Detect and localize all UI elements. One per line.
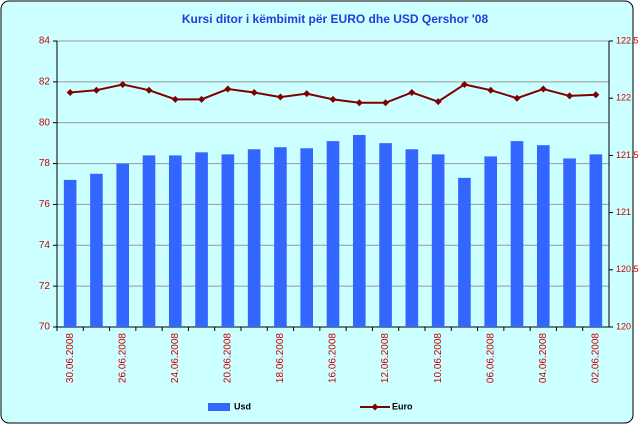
marker [171, 95, 179, 103]
bar [405, 149, 419, 327]
bar [63, 179, 77, 327]
marker [434, 98, 442, 106]
bar [536, 145, 550, 327]
x-tick-label: 02.06.2008 [590, 333, 601, 383]
y2-tick-label: 122 [616, 93, 631, 103]
marker [460, 80, 468, 88]
x-tick-label: 12.06.2008 [380, 333, 391, 383]
bar [247, 149, 261, 327]
x-tick-label: 10.06.2008 [433, 333, 444, 383]
bar [563, 158, 576, 327]
x-tick-label: 16.06.2008 [328, 333, 339, 383]
marker [276, 93, 284, 101]
bar [116, 163, 130, 327]
marker [250, 88, 258, 96]
legend-label: Usd [234, 401, 251, 411]
y2-tick-label: 122.5 [616, 35, 639, 45]
y-tick-label: 78 [39, 158, 51, 169]
legend-swatch [208, 403, 230, 411]
marker [66, 88, 74, 96]
y-tick-label: 76 [39, 199, 51, 210]
bar [431, 154, 445, 327]
bar [274, 147, 287, 327]
marker [566, 92, 574, 100]
y-tick-label: 84 [39, 36, 51, 47]
x-tick-label: 06.06.2008 [485, 333, 496, 383]
bar [326, 141, 340, 327]
bar [484, 156, 498, 327]
marker [408, 88, 416, 96]
y-tick-label: 80 [39, 117, 51, 128]
marker [382, 99, 390, 107]
y-tick-label: 72 [39, 281, 51, 292]
x-tick-label: 24.06.2008 [170, 333, 181, 383]
marker [329, 95, 337, 103]
bar [168, 155, 182, 327]
legend-label: Euro [392, 401, 413, 411]
marker [92, 86, 100, 94]
bar [300, 148, 314, 327]
legend-marker [371, 403, 379, 411]
bar [90, 173, 103, 327]
y-tick-label: 74 [39, 240, 51, 251]
x-tick-label: 04.06.2008 [538, 333, 549, 383]
marker [487, 86, 495, 94]
bar [589, 154, 603, 327]
bar [221, 154, 235, 327]
y2-tick-label: 120 [616, 321, 631, 331]
y2-tick-label: 121 [616, 207, 631, 217]
bar [510, 141, 524, 327]
marker [513, 94, 521, 102]
marker [224, 85, 232, 93]
marker [303, 90, 311, 98]
marker [592, 91, 600, 99]
bar [195, 152, 208, 327]
bar [352, 134, 366, 327]
marker [355, 99, 363, 107]
bar [458, 177, 471, 327]
marker [145, 86, 153, 94]
x-tick-label: 30.06.2008 [65, 333, 76, 383]
y2-tick-label: 121.5 [616, 150, 639, 160]
bar [379, 143, 392, 327]
x-tick-label: 20.06.2008 [222, 333, 233, 383]
marker [119, 80, 127, 88]
bar [142, 155, 156, 327]
x-tick-label: 18.06.2008 [275, 333, 286, 383]
x-tick-label: 26.06.2008 [117, 333, 128, 383]
y2-tick-label: 120.5 [616, 264, 639, 274]
marker [198, 95, 206, 103]
y-tick-label: 82 [39, 76, 51, 87]
chart-title: Kursi ditor i këmbimit për EURO dhe USD … [182, 12, 489, 26]
y-tick-label: 70 [39, 322, 51, 333]
marker [539, 85, 547, 93]
